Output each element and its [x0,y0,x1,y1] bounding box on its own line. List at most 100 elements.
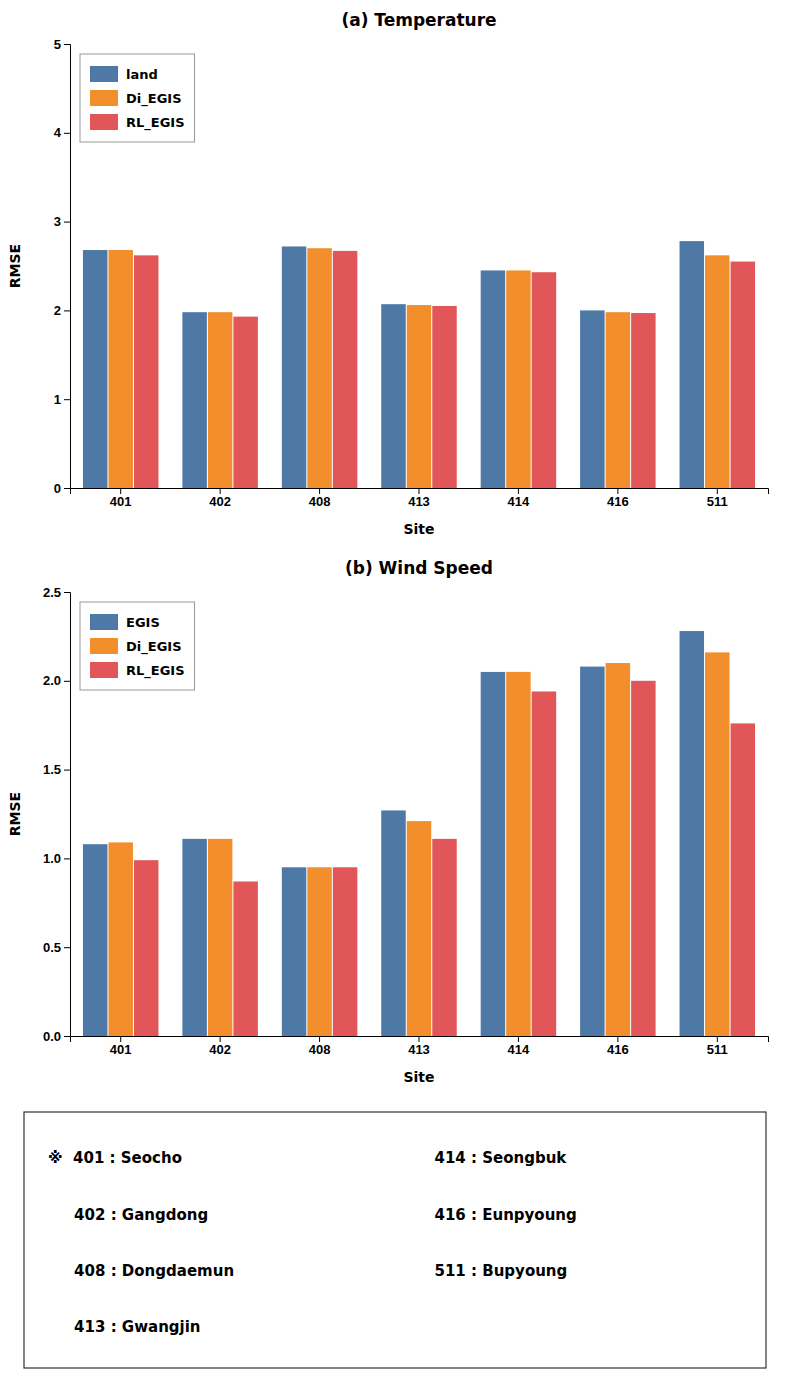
tick-mark [64,1036,70,1037]
legend-label: EGIS [126,615,160,630]
bar [307,248,331,488]
tick: 2.0 [43,673,70,688]
tick-label: 408 [309,1042,331,1057]
tick-label: 414 [508,494,530,509]
bar [606,312,630,488]
bar-series [108,652,729,1036]
tick: 1.0 [43,851,70,866]
y-axis-title: RMSE [7,792,23,836]
legend: EGISDi_EGISRL_EGIS [80,602,195,690]
tick: 401 [110,1036,132,1057]
tick: 511 [707,488,728,509]
figure: 401402408413414416511012345(a) Temperatu… [0,0,790,1383]
bar [731,723,755,1036]
tick-mark [419,488,420,494]
legend-swatch [90,662,118,678]
tick-mark [419,1036,420,1042]
tick-mark [220,488,221,494]
bar [282,867,306,1036]
bar [381,810,405,1036]
tick-label: 1.0 [43,851,61,866]
annotation: 413 : Gwangjin [48,1318,201,1336]
tick-label: 401 [110,1042,132,1057]
tick: 402 [209,1036,231,1057]
axis-line [71,1037,769,1043]
x-axis: 401402408413414416511 [71,488,769,509]
tick-mark [64,858,70,859]
legend-box [80,602,195,690]
tick-label: 2.0 [43,673,61,688]
tick-mark [64,44,70,45]
tick: 0 [54,481,70,496]
tick-mark [319,488,320,494]
tick: 2.5 [43,585,70,600]
annotation: 414 : Seongbuk [435,1149,568,1167]
legend-entry: Di_EGIS [90,90,182,107]
y-axis-title: RMSE [7,244,23,288]
bar [333,251,357,488]
legend-label: RL_EGIS [126,663,185,679]
legend-box [80,54,195,142]
legend-label: RL_EGIS [126,115,185,131]
tick-mark [319,1036,320,1042]
bar [432,839,456,1036]
tick-label: 1.5 [43,762,61,777]
bars [83,241,755,488]
bar [606,663,630,1036]
tick-label: 413 [408,494,430,509]
bar-series [108,248,729,488]
tick: 2 [54,303,70,318]
bar [631,681,655,1036]
tick: 511 [707,1036,728,1057]
legend-swatch [90,638,118,654]
tick-label: 2.5 [43,585,61,600]
tick-label: 0.0 [43,1029,61,1044]
tick-mark [518,488,519,494]
tick-mark [64,592,70,593]
bars [83,631,755,1036]
bar [680,241,704,488]
tick-label: 416 [607,1042,629,1057]
bar [208,839,232,1036]
legend-entry: EGIS [90,614,160,630]
tick: 413 [408,488,430,509]
bar [381,304,405,488]
y-axis: 012345 [54,37,71,496]
bar [333,867,357,1036]
bar-series [134,681,755,1036]
tick-label: 5 [54,37,61,52]
bar [705,255,729,488]
tick-label: 1 [54,392,61,407]
tick-mark [120,1036,121,1042]
legend-swatch [90,90,118,106]
tick: 414 [508,488,530,509]
tick-mark [120,488,121,494]
axis-line [71,489,769,495]
bar [407,821,431,1036]
tick: 1.5 [43,762,70,777]
tick-mark [64,222,70,223]
legend-entry: RL_EGIS [90,114,185,131]
bar [208,312,232,488]
tick-mark [717,488,718,494]
tick-mark [64,770,70,771]
tick: 0.5 [43,940,70,955]
tick-mark [518,1036,519,1042]
tick-label: 414 [508,1042,530,1057]
annotation: ※ 401 : Seocho [48,1149,182,1167]
tick: 402 [209,488,231,509]
bar [705,652,729,1036]
bar [481,270,505,488]
tick: 3 [54,214,70,229]
tick-label: 0.5 [43,940,61,955]
tick-label: 402 [209,1042,231,1057]
title: (b) Wind Speed [345,558,493,578]
tick-label: 416 [607,494,629,509]
legend-label: Di_EGIS [126,91,182,107]
tick-mark [64,947,70,948]
legend-swatch [90,66,118,82]
bar [580,667,604,1036]
bar [481,672,505,1036]
bar [108,842,132,1036]
bar [83,844,107,1036]
